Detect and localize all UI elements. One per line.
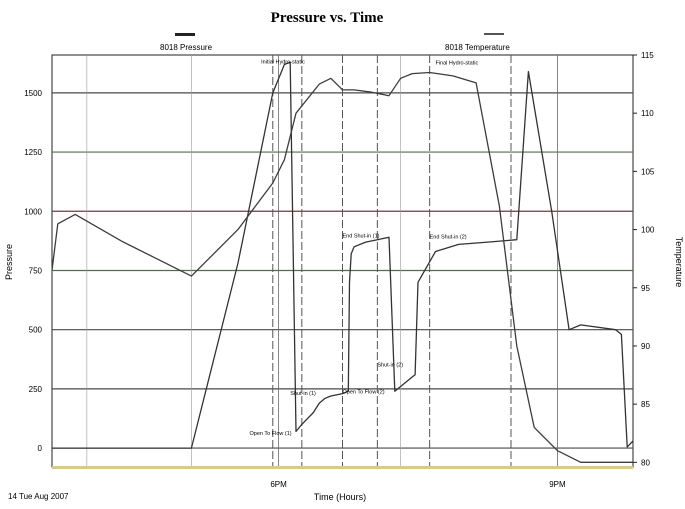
- y2-tick-label: 95: [641, 284, 650, 293]
- y2-axis-title: Temperature: [674, 237, 684, 288]
- y2-tick-label: 90: [641, 342, 650, 351]
- y-tick-label: 1000: [24, 207, 42, 216]
- event-annotation: Shut-in (2): [377, 362, 403, 368]
- y2-tick-label: 85: [641, 400, 650, 409]
- legend-swatch-pressure: [175, 33, 195, 36]
- annotation-layer: Initial Hydro-static Final Hydro-static En…: [250, 59, 479, 437]
- x-axis-title: Time (Hours): [314, 492, 366, 502]
- tick-layer: 0 250 500 750 1000 1250 1500 80 85 90 95 100 105 110 1…: [24, 51, 655, 489]
- y-tick-label: 0: [38, 444, 43, 453]
- event-annotation: Open To Flow (2): [343, 390, 385, 396]
- legend-label-pressure: 8018 Pressure: [160, 43, 213, 52]
- event-annotation: Open To Flow (1): [250, 431, 292, 437]
- y2-tick-label: 80: [641, 458, 650, 467]
- event-annotation: Final Hydro-static: [435, 60, 478, 66]
- date-footnote: 14 Tue Aug 2007: [8, 492, 69, 501]
- event-annotation: Shut-in (1): [290, 391, 316, 397]
- y-tick-label: 750: [29, 266, 43, 275]
- x-tick-label: 9PM: [549, 480, 566, 489]
- legend-label-temperature: 8018 Temperature: [445, 43, 510, 52]
- legend-swatch-temperature: [484, 33, 504, 35]
- y-tick-label: 1500: [24, 89, 42, 98]
- time-axis-baseline: [52, 466, 633, 469]
- event-annotation: End Shut-in (2): [430, 235, 467, 241]
- pressure-series-line: [52, 61, 634, 449]
- y-tick-label: 1250: [24, 148, 42, 157]
- y2-tick-label: 100: [641, 226, 655, 235]
- x-tick-label: 6PM: [270, 480, 287, 489]
- event-annotation: End Shut-in (1): [343, 233, 380, 239]
- y2-tick-label: 105: [641, 167, 655, 176]
- y-tick-label: 500: [29, 326, 43, 335]
- legend: 8018 Pressure 8018 Temperature: [160, 33, 510, 52]
- y-axis-title: Pressure: [4, 244, 14, 280]
- grid-layer: [52, 55, 633, 467]
- y2-tick-label: 115: [641, 51, 654, 60]
- chart-title: Pressure vs. Time: [271, 10, 384, 26]
- marker-layer: [272, 55, 512, 467]
- event-annotation: Initial Hydro-static: [261, 59, 305, 65]
- temperature-series-line: [51, 71, 633, 463]
- y2-tick-label: 110: [641, 109, 654, 118]
- series-layer: [51, 61, 634, 463]
- y-tick-label: 250: [29, 385, 43, 394]
